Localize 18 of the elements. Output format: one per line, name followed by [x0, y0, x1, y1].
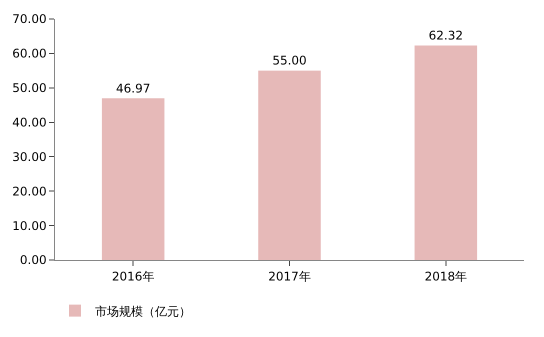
bar: [258, 70, 321, 260]
bar: [102, 98, 164, 260]
bar: [414, 45, 478, 260]
y-tick-label: 30.00: [12, 150, 47, 164]
y-tick-label: 70.00: [12, 12, 47, 26]
x-tick-label: 2016年: [112, 269, 154, 284]
text: 46.97: [116, 81, 150, 96]
y-tick-label: 60.00: [12, 46, 47, 61]
legend-label: 市场规模（亿元）: [95, 304, 191, 318]
x-tick-label: 2017年: [268, 269, 311, 284]
y-tick-label: 40.00: [12, 115, 47, 130]
text: 62.32: [428, 28, 464, 42]
y-tick-label: 20.00: [12, 184, 47, 198]
y-tick-label: 50.00: [12, 81, 47, 96]
text: 55.00: [272, 54, 307, 68]
y-tick-label: 10.00: [12, 218, 47, 233]
x-tick-label: 2018年: [424, 269, 468, 284]
y-tick-label: 0.00: [20, 253, 47, 268]
